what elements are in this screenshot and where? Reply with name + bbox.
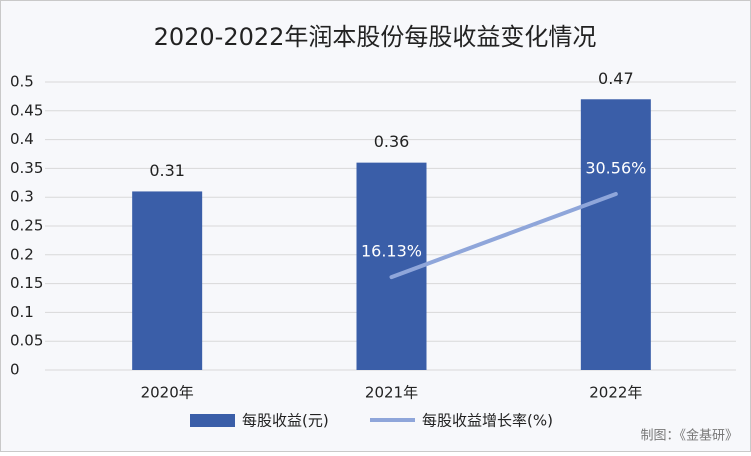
line	[389, 191, 618, 280]
y-tick-label: 0.5	[10, 73, 34, 91]
y-tick-label: 0.3	[10, 188, 34, 206]
y-tick-label: 0.45	[10, 101, 43, 119]
data-label: 0.47	[598, 69, 634, 88]
x-tick-label: 2021年	[365, 384, 418, 402]
y-tick-label: 0	[10, 361, 20, 379]
legend-label: 每股收益(元)	[242, 412, 329, 430]
bar	[132, 191, 203, 370]
bar	[580, 99, 651, 370]
chart-title: 2020-2022年润本股份每股收益变化情况	[154, 23, 597, 51]
y-tick-label: 0.25	[10, 217, 43, 235]
x-tick-label: 2020年	[141, 384, 194, 402]
y-tick-label: 0.2	[10, 245, 34, 263]
data-label: 16.13%	[361, 242, 422, 261]
legend-label: 每股收益增长率(%)	[422, 412, 553, 430]
data-label: 0.36	[374, 132, 410, 151]
y-tick-label: 0.4	[10, 130, 34, 148]
x-tick-label: 2022年	[589, 384, 642, 402]
source: 制图：《金基研》	[640, 428, 738, 444]
y-tick-label: 0.1	[10, 303, 34, 321]
data-label: 0.31	[149, 161, 185, 180]
y-tick-label: 0.35	[10, 159, 43, 177]
y-tick-label: 0.15	[10, 274, 43, 292]
data-label: 30.56%	[585, 158, 646, 177]
y-tick-label: 0.05	[10, 332, 43, 350]
legend-swatch	[190, 414, 235, 427]
